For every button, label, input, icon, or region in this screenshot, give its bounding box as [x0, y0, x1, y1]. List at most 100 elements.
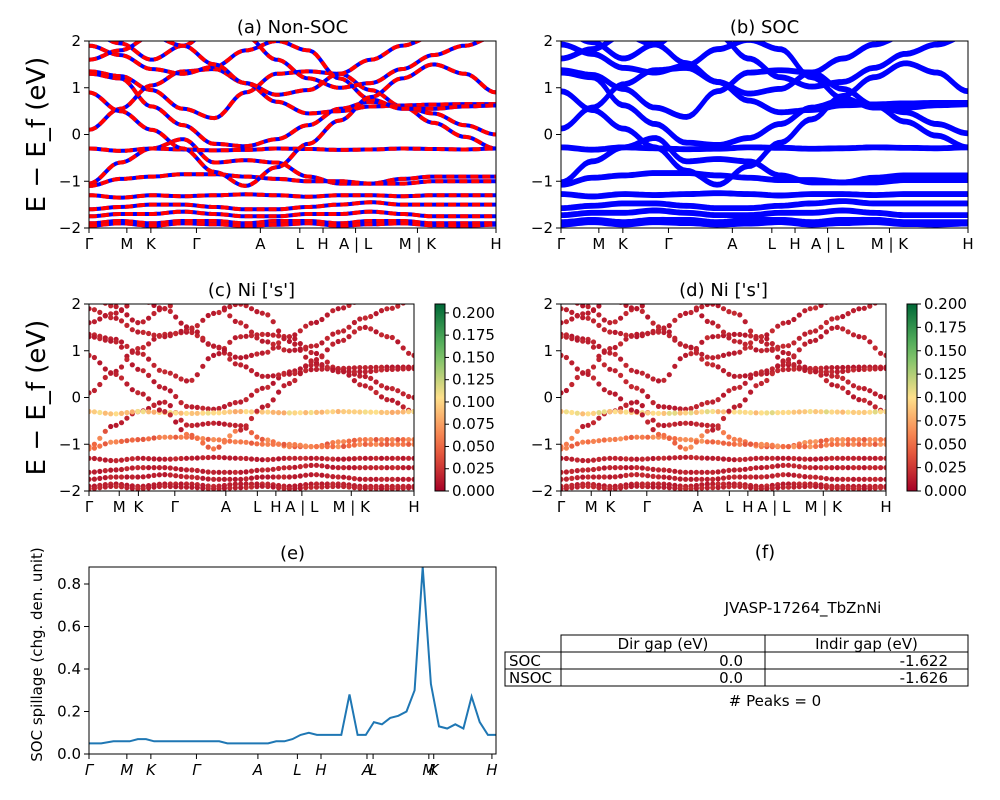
projection-point — [856, 334, 862, 340]
projection-point — [569, 336, 575, 342]
x-tick-label: A — [255, 235, 266, 253]
projection-point — [189, 467, 195, 473]
projection-point — [829, 465, 835, 471]
projection-point — [628, 483, 635, 490]
projection-point — [379, 289, 384, 294]
projection-point — [129, 317, 135, 323]
projection-point — [802, 331, 808, 337]
projection-point — [618, 409, 624, 415]
projection-point — [205, 485, 211, 491]
projection-point — [183, 455, 190, 461]
projection-point — [748, 344, 754, 350]
projection-point — [146, 456, 152, 462]
projection-point — [731, 404, 737, 410]
projection-point — [243, 439, 249, 445]
projection-point — [151, 484, 157, 490]
projection-point — [769, 346, 775, 352]
projection-point — [867, 465, 873, 471]
projection-point — [406, 350, 412, 356]
x-tick-label: H — [880, 498, 891, 516]
projection-point — [330, 464, 336, 470]
projection-point — [357, 382, 363, 388]
projection-point — [97, 435, 103, 441]
projection-point — [205, 406, 211, 412]
projection-point — [216, 437, 222, 443]
x-tick-label: M — [120, 235, 133, 253]
projection-point — [650, 455, 656, 462]
projection-point — [574, 313, 580, 319]
projection-point — [785, 343, 792, 349]
projection-point — [748, 333, 754, 339]
projection-point — [167, 370, 173, 376]
projection-point — [650, 417, 656, 423]
projection-point — [97, 468, 103, 474]
projection-point — [140, 485, 146, 491]
projection-point — [634, 399, 640, 405]
projection-point — [666, 410, 672, 416]
projection-point — [118, 375, 125, 381]
axes-frame — [88, 303, 415, 492]
projection-point — [580, 370, 586, 376]
projection-point — [259, 483, 265, 489]
projection-point — [292, 455, 298, 461]
projection-point — [227, 304, 233, 310]
projection-point — [607, 465, 613, 471]
projection-point — [834, 409, 840, 415]
projection-point — [162, 465, 168, 471]
projection-point — [131, 304, 134, 305]
projection-point — [650, 376, 656, 382]
projection-point — [628, 434, 635, 440]
projection-point — [807, 444, 813, 450]
projection-point — [292, 464, 298, 470]
projection-point — [362, 465, 368, 471]
projection-point — [200, 440, 206, 446]
panel-title: (a) Non-SOC — [237, 17, 348, 38]
colorbar-tick-label: 0.000 — [452, 482, 495, 500]
projection-point — [319, 409, 325, 415]
projection-point — [715, 439, 721, 445]
projection-point — [265, 474, 271, 480]
projection-point — [173, 393, 179, 400]
projection-point — [834, 455, 840, 461]
plot-area-b — [561, 41, 968, 228]
projection-point — [742, 380, 748, 386]
projection-point — [216, 476, 222, 482]
band-line-dashed — [89, 221, 496, 228]
projection-point — [248, 430, 255, 436]
projection-point — [135, 366, 141, 372]
projection-point — [97, 485, 103, 491]
projection-point — [574, 457, 580, 463]
projection-point — [867, 476, 873, 482]
projection-point — [818, 409, 824, 415]
projection-point — [742, 319, 748, 325]
projection-point — [330, 483, 336, 490]
projection-point — [373, 485, 379, 491]
projection-point — [400, 465, 406, 471]
projection-point — [596, 322, 602, 328]
projection-point — [720, 409, 727, 415]
projection-point — [872, 476, 878, 482]
projection-point — [167, 472, 173, 478]
projection-point — [780, 455, 786, 461]
projection-point — [823, 378, 830, 384]
projection-point — [861, 465, 867, 471]
projection-point — [796, 365, 802, 371]
x-tick-label: A — [693, 498, 704, 516]
projection-point — [238, 362, 244, 368]
projection-point — [715, 397, 721, 403]
projection-point — [601, 349, 607, 355]
projection-point — [216, 344, 222, 350]
projection-point — [748, 456, 754, 462]
projection-point — [878, 366, 884, 372]
projection-point — [368, 368, 374, 374]
projection-point — [612, 391, 618, 397]
projection-point — [661, 422, 667, 429]
projection-point — [200, 317, 206, 323]
projection-point — [265, 349, 271, 355]
x-tick-label: A | L — [339, 235, 373, 253]
projection-point — [607, 486, 613, 491]
x-tick-label: H — [270, 498, 281, 516]
projection-point — [232, 422, 238, 428]
projection-point — [341, 474, 347, 480]
projection-point — [834, 369, 840, 375]
